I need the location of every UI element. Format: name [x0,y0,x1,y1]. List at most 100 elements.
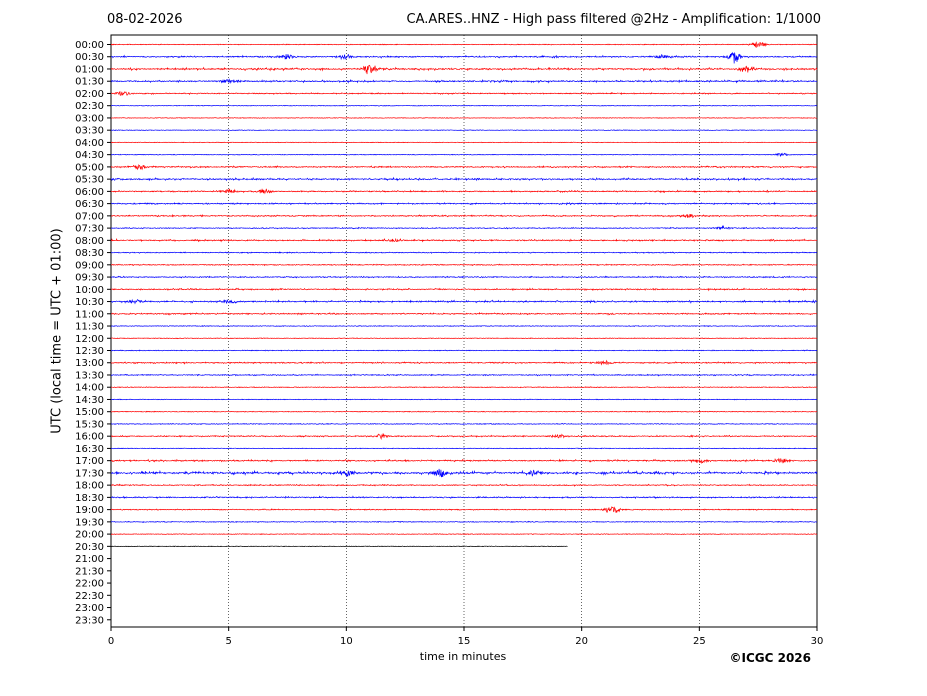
plot-frame [110,34,818,628]
trace-04-30 [110,152,818,157]
y-tick-label: 09:30 [75,273,104,284]
trace-18-30 [110,495,818,500]
trace-20-30 [110,545,568,548]
trace-01-30 [110,78,818,85]
trace-20-00 [110,533,818,536]
y-tick-label: 02:00 [75,89,104,100]
y-tick-label: 16:00 [75,432,104,443]
trace-03-30 [110,129,818,131]
trace-04-00 [110,141,818,144]
x-tick-label: 5 [225,636,231,647]
x-tick-label: 25 [693,636,706,647]
x-tick-label: 15 [458,636,471,647]
y-tick-label: 23:00 [75,603,104,614]
trace-01-00 [110,64,818,75]
y-tick-label: 22:00 [75,579,104,590]
x-tick-label: 10 [340,636,353,647]
trace-11-30 [110,325,818,328]
trace-19-30 [110,520,818,524]
trace-14-00 [110,386,818,389]
trace-07-30 [110,224,818,231]
y-tick-label: 01:30 [75,77,104,88]
y-tick-label: 03:30 [75,126,104,137]
y-tick-label: 12:30 [75,346,104,357]
y-tick-label: 07:30 [75,224,104,235]
trace-10-00 [110,287,818,292]
y-tick-label: 00:00 [75,40,104,51]
y-tick-label: 04:30 [75,150,104,161]
trace-00-00 [110,41,818,49]
trace-07-00 [110,213,818,219]
y-tick-label: 01:00 [75,64,104,75]
trace-10-30 [110,298,817,305]
y-tick-label: 20:00 [75,530,104,541]
y-tick-label: 10:30 [75,297,104,308]
trace-15-30 [110,422,818,426]
trace-12-00 [110,337,818,340]
trace-19-00 [110,506,818,513]
trace-02-30 [110,104,818,107]
y-tick-label: 15:00 [75,407,104,418]
y-tick-label: 06:00 [75,187,104,198]
y-tick-label: 08:30 [75,248,104,259]
y-tick-label: 05:30 [75,175,104,186]
y-tick-label: 06:30 [75,199,104,210]
y-tick-label: 05:00 [75,162,104,173]
y-tick-label: 13:30 [75,370,104,381]
y-tick-label: 14:30 [75,395,104,406]
y-tick-label: 08:00 [75,236,104,247]
y-tick-label: 15:30 [75,419,104,430]
trace-00-30 [110,51,818,64]
x-tick-label: 0 [108,636,114,647]
trace-06-30 [110,201,818,206]
date-label: 08-02-2026 [107,12,183,27]
chart-title: CA.ARES..HNZ - High pass filtered @2Hz -… [406,12,821,27]
trace-17-30 [110,468,818,478]
trace-08-30 [110,251,818,254]
y-tick-label: 07:00 [75,211,104,222]
y-tick-label: 02:30 [75,101,104,112]
trace-16-30 [111,447,818,450]
y-tick-label: 19:30 [75,517,104,528]
y-tick-label: 11:00 [75,309,104,320]
trace-13-00 [110,359,818,366]
trace-05-30 [110,176,818,182]
y-tick-label: 21:30 [75,566,104,577]
trace-09-30 [110,275,818,279]
trace-15-00 [110,410,818,413]
trace-03-00 [110,117,818,119]
x-axis-label: time in minutes [419,650,507,663]
trace-02-00 [110,90,818,96]
y-tick-label: 13:00 [75,358,104,369]
y-tick-label: 04:00 [75,138,104,149]
trace-09-00 [110,263,818,267]
y-tick-label: 18:30 [75,493,104,504]
trace-17-00 [110,457,818,464]
trace-18-00 [110,483,818,487]
y-tick-label: 21:00 [75,554,104,565]
y-tick-label: 12:00 [75,334,104,345]
y-tick-label: 17:30 [75,468,104,479]
x-tick-label: 30 [811,636,824,647]
y-tick-label: 17:00 [75,456,104,467]
copyright-label: ©ICGC 2026 [729,651,811,665]
y-tick-label: 11:30 [75,322,104,333]
trace-05-00 [110,163,818,171]
y-tick-label: 14:00 [75,383,104,394]
trace-12-30 [110,349,818,352]
x-tick-label: 20 [575,636,588,647]
trace-11-00 [110,311,818,316]
y-tick-label: 00:30 [75,52,104,63]
y-tick-label: 16:30 [75,444,104,455]
y-tick-label: 09:00 [75,260,104,271]
trace-14-30 [110,398,818,401]
y-tick-label: 22:30 [75,591,104,602]
y-tick-label: 19:00 [75,505,104,516]
y-tick-label: 10:00 [75,285,104,296]
trace-06-00 [110,188,818,195]
trace-08-00 [110,237,818,243]
y-tick-label: 20:30 [75,542,104,553]
y-tick-label: 18:00 [75,481,104,492]
trace-16-00 [110,432,818,440]
